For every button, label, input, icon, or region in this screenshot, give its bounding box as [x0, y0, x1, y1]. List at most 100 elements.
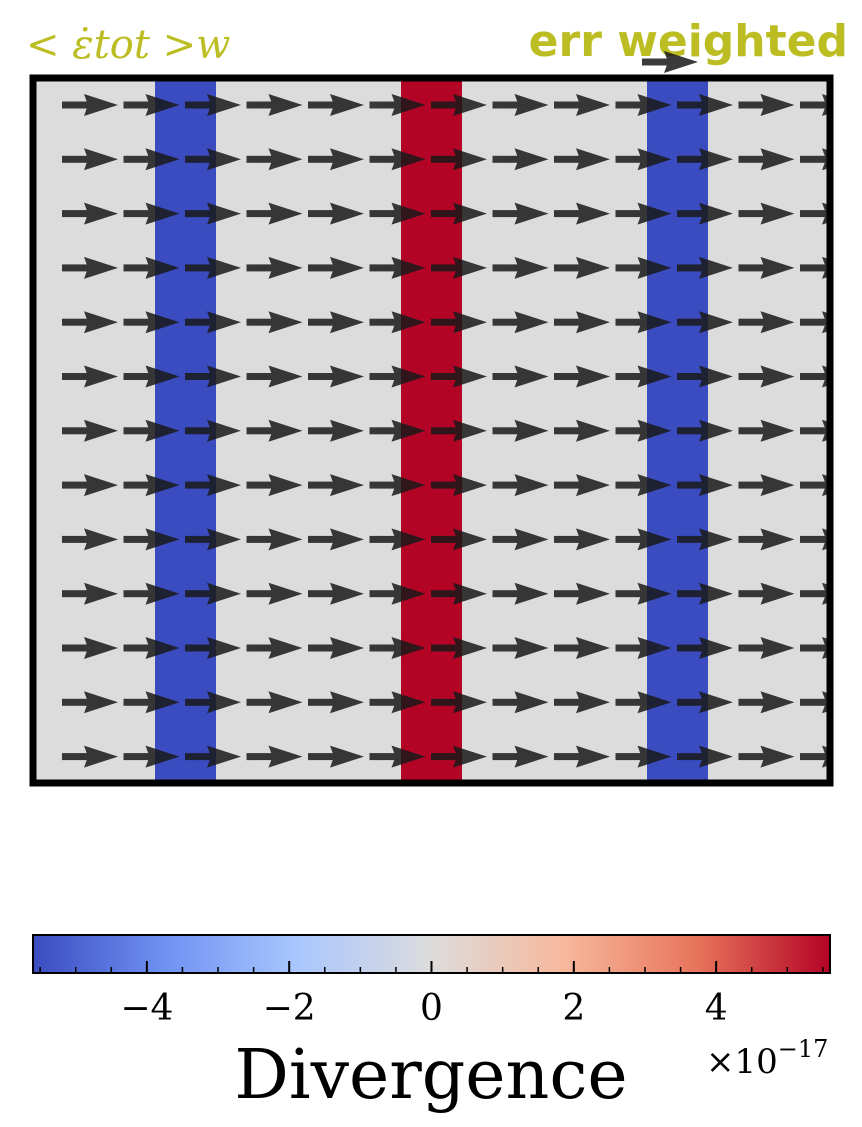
vector-arrow	[185, 202, 241, 225]
vector-arrow	[615, 745, 672, 768]
vector-arrow	[123, 582, 180, 605]
vector-arrow	[554, 637, 610, 659]
vector-arrow	[62, 691, 118, 714]
vector-arrow	[554, 256, 610, 279]
vector-arrow	[677, 691, 733, 714]
vector-arrow	[185, 256, 241, 279]
vector-arrow	[369, 419, 426, 442]
vector-arrow	[308, 256, 364, 279]
vector-arrow	[431, 311, 487, 334]
vector-arrow	[185, 691, 241, 714]
vector-arrow	[492, 365, 549, 388]
vector-arrow	[431, 582, 487, 605]
vector-arrow	[677, 419, 733, 442]
vector-arrow	[308, 148, 364, 171]
vector-arrow	[615, 582, 672, 605]
colorbar-tick-label: −2	[263, 988, 316, 1029]
vector-arrow	[554, 691, 610, 714]
vector-arrow	[246, 582, 303, 605]
vector-arrow	[738, 582, 795, 605]
vector-arrow	[308, 365, 364, 388]
vector-arrow	[677, 474, 733, 497]
vector-arrow	[615, 311, 672, 334]
vector-arrow	[738, 419, 795, 442]
vector-arrow	[185, 94, 241, 116]
vector-arrow	[308, 311, 364, 334]
vector-arrow	[369, 148, 426, 171]
vector-arrow	[123, 745, 180, 768]
vector-arrow	[492, 582, 549, 605]
vector-arrow	[123, 637, 180, 659]
vector-arrow	[246, 637, 303, 659]
vector-arrow	[369, 365, 426, 388]
vector-arrow	[554, 365, 610, 388]
vector-arrow	[738, 365, 795, 388]
vector-arrow	[246, 419, 303, 442]
vector-arrow	[431, 528, 487, 551]
vector-arrow	[123, 202, 180, 225]
vector-arrow	[431, 148, 487, 171]
vector-arrow	[246, 256, 303, 279]
vector-arrow	[369, 691, 426, 714]
colorbar-ticks: −4 −2 0 2 4	[39, 961, 824, 1029]
vector-arrow	[677, 365, 733, 388]
vector-arrow	[615, 419, 672, 442]
vector-arrow	[738, 528, 795, 551]
vector-arrow	[123, 365, 180, 388]
vector-arrow	[615, 94, 672, 116]
vector-arrow	[554, 582, 610, 605]
vector-arrow	[62, 582, 118, 605]
vector-arrow	[554, 148, 610, 171]
title-left: < ε̇tot >w	[26, 22, 230, 68]
vector-arrow	[62, 637, 118, 659]
vector-arrow	[738, 637, 795, 659]
vector-arrow	[492, 311, 549, 334]
vector-arrow	[185, 311, 241, 334]
vector-arrow	[62, 419, 118, 442]
vector-arrow	[369, 311, 426, 334]
vector-arrow	[369, 256, 426, 279]
vector-arrow	[615, 528, 672, 551]
vector-arrow	[62, 528, 118, 551]
colorbar-tick-label: 0	[420, 988, 443, 1029]
vector-arrow	[431, 745, 487, 768]
colorbar-tick-label: −4	[120, 988, 173, 1029]
vector-arrow	[492, 691, 549, 714]
vector-arrow	[677, 256, 733, 279]
vector-arrow	[615, 202, 672, 225]
vector-arrow	[123, 148, 180, 171]
vector-arrow	[62, 256, 118, 279]
vector-arrow	[492, 256, 549, 279]
vector-arrow	[308, 691, 364, 714]
vector-arrow	[62, 202, 118, 225]
vector-arrow	[308, 528, 364, 551]
vector-arrow	[62, 474, 118, 497]
title-right: err weighted	[529, 16, 848, 67]
vector-arrow	[62, 94, 118, 116]
vector-arrow	[369, 474, 426, 497]
vector-arrow	[369, 528, 426, 551]
vector-arrow	[431, 202, 487, 225]
vector-arrow	[123, 528, 180, 551]
vector-arrow	[677, 637, 733, 659]
vector-arrow	[492, 419, 549, 442]
vector-arrow	[185, 148, 241, 171]
vector-arrow	[246, 365, 303, 388]
vector-arrow	[554, 202, 610, 225]
vector-arrow	[185, 474, 241, 497]
vector-arrow	[62, 148, 118, 171]
vector-arrow	[615, 691, 672, 714]
vector-arrow	[246, 311, 303, 334]
vector-arrow	[738, 745, 795, 768]
vector-arrow	[738, 256, 795, 279]
plot-frame	[29, 74, 834, 787]
vector-arrow	[615, 637, 672, 659]
vector-arrow	[677, 311, 733, 334]
vector-arrow	[738, 691, 795, 714]
vector-arrow	[738, 311, 795, 334]
vector-arrow	[677, 745, 733, 768]
vector-arrow	[431, 691, 487, 714]
vector-arrow	[369, 582, 426, 605]
vector-arrow	[738, 94, 795, 116]
